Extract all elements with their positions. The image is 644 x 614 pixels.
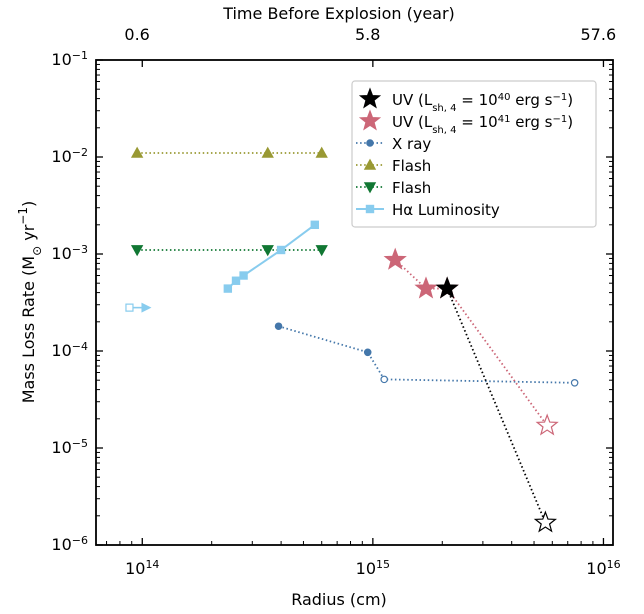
legend-label: X ray (392, 135, 431, 153)
data-point (315, 245, 328, 257)
legend-label: Flash (392, 157, 431, 175)
data-point (315, 146, 328, 158)
data-point (380, 375, 389, 384)
legend-marker (363, 182, 377, 194)
legend-marker (358, 87, 382, 109)
data-point (231, 276, 241, 285)
plot-frame (95, 59, 614, 546)
upper-limit-arrow-head (141, 302, 152, 313)
top-tick-label: 5.8 (355, 25, 380, 44)
legend-marker (366, 139, 374, 147)
series-line (446, 288, 547, 523)
legend-label: UV (Lsh, 4 = 1040 erg s−1) (392, 91, 573, 114)
data-point (570, 379, 579, 387)
data-point (261, 146, 274, 158)
y-tick-label: 10−1 (51, 49, 88, 70)
data-point (261, 245, 274, 257)
legend-marker (358, 109, 382, 131)
legend-marker (365, 204, 375, 214)
data-point (239, 271, 248, 280)
data-point (363, 348, 372, 357)
data-point (414, 276, 438, 299)
legend: UV (Lsh, 4 = 1040 erg s−1)UV (Lsh, 4 = 1… (351, 80, 597, 228)
y-tick-label: 10−6 (51, 534, 88, 555)
axes: 1014 1015 1016 10−1 10−2 10−3 10−4 10−5 10−6 0.6 5… (51, 25, 620, 578)
top-axis-label: Time Before Explosion (year) (222, 4, 455, 23)
series-line (394, 259, 548, 427)
y-tick-label: 10−2 (51, 146, 88, 167)
data-point (125, 303, 134, 312)
x-tick-label: 1015 (356, 558, 390, 579)
data-point (130, 146, 144, 158)
data-point (310, 220, 319, 230)
y-tick-label: 10−3 (51, 243, 88, 264)
legend-label: Flash (392, 179, 431, 197)
top-tick-label: 0.6 (124, 25, 149, 44)
x-tick-label: 1016 (586, 558, 620, 579)
y-tick-label: 10−5 (51, 437, 88, 458)
y-tick-label: 10−4 (51, 340, 88, 361)
series-line (278, 325, 575, 384)
data-point (274, 322, 283, 331)
x-axis-label: Radius (cm) (291, 590, 387, 609)
top-tick-label: 57.6 (581, 25, 617, 44)
data-point (223, 284, 233, 293)
data-point (435, 276, 459, 299)
data-point (535, 413, 559, 436)
legend-label: Hα Luminosity (392, 201, 500, 219)
legend-marker (363, 158, 377, 170)
y-axis-label: Mass Loss Rate (M⊙ yr−1) (16, 201, 44, 404)
legend-box (351, 80, 597, 228)
data-point (533, 510, 558, 533)
data-point (383, 247, 407, 270)
data-point (130, 245, 144, 257)
plot-area (125, 146, 579, 533)
x-tick-label: 1014 (125, 558, 159, 579)
data-point (276, 245, 286, 255)
legend-label: UV (Lsh, 4 = 1041 erg s−1) (392, 113, 573, 136)
